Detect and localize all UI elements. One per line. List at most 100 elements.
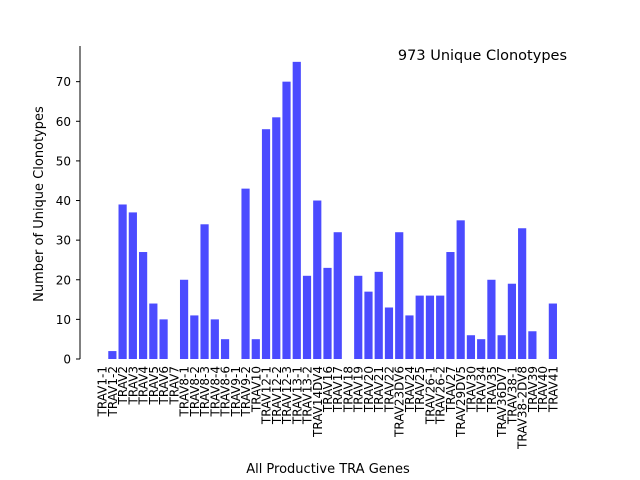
bar [118,204,127,359]
x-tick-label: TRAV9-2 [239,366,253,417]
bar [487,279,496,359]
y-tick-label: 0 [63,353,71,367]
x-tick-label: TRAV5 [147,366,161,405]
x-tick-label: TRAV4 [137,366,151,405]
bar [323,267,332,359]
x-tick-label: TRAV2 [116,366,130,405]
x-tick-label: TRAV8-6 [219,366,233,417]
x-tick-label: TRAV16 [321,366,335,413]
bar [241,188,250,359]
bar [384,307,394,359]
x-tick-label: TRAV12-3 [280,366,294,425]
y-tick-label: 20 [56,273,71,287]
bar [261,129,271,359]
bar [446,252,455,359]
x-tick-label: TRAV13-2 [301,366,315,425]
x-tick-label: TRAV6 [157,366,171,405]
bar [497,335,506,359]
bar [518,228,527,359]
y-tick-label: 40 [56,194,71,208]
x-tick-label: TRAV20 [362,366,376,413]
x-tick-label: TRAV40 [536,366,550,413]
bar [333,232,342,359]
x-tick-label: TRAV38-1 [505,366,519,425]
x-tick-label: TRAV21 [372,366,386,413]
bar [128,212,137,359]
bar [272,117,281,359]
x-tick-label: TRAV24 [403,366,417,413]
bar [313,200,322,359]
x-axis: TRAV1-1TRAV1-2TRAV2TRAV3TRAV4TRAV5TRAV6T… [96,366,561,450]
x-tick-label: TRAV13-1 [290,366,304,425]
bar [251,339,260,359]
bar [528,331,537,359]
x-tick-label: TRAV8-2 [188,366,202,417]
bar [190,315,199,359]
bar [395,232,404,359]
x-tick-label: TRAV19 [352,366,366,413]
x-tick-label: TRAV23DV6 [393,366,407,438]
bar [149,303,158,359]
x-tick-label: TRAV26-1 [423,366,437,425]
bar [436,295,445,359]
bar [210,319,219,359]
x-tick-label: TRAV1-2 [106,366,120,417]
x-tick-label: TRAV12-1 [260,366,274,425]
y-tick-label: 30 [56,234,71,248]
bar [374,271,383,359]
bar [292,61,301,359]
y-axis-label: Number of Unique Clonotypes [32,106,47,302]
x-tick-label: TRAV35 [485,366,499,413]
bar [200,224,209,359]
bar [477,339,486,359]
x-tick-label: TRAV8-4 [208,366,222,417]
bar [405,315,414,359]
x-tick-label: TRAV29DV5 [454,366,468,438]
x-tick-label: TRAV38-2DV8 [516,366,530,450]
x-tick-label: TRAV22 [382,366,396,413]
bar [364,291,373,359]
x-tick-label: TRAV8-3 [198,366,212,417]
bar [179,279,189,359]
bar [159,319,168,359]
x-tick-label: TRAV27 [444,366,458,413]
x-tick-label: TRAV26-2 [434,366,448,425]
x-tick-label: TRAV39 [526,366,540,413]
y-tick-label: 70 [56,75,71,89]
x-tick-label: TRAV34 [475,366,489,413]
x-tick-label: TRAV36DV7 [495,366,509,438]
y-tick-label: 10 [56,313,71,327]
y-axis: 0 10 20 30 40 50 60 70 [56,46,81,367]
bars [108,61,557,359]
x-tick-label: TRAV9-1 [229,366,243,417]
bar [507,283,516,359]
x-tick-label: TRAV3 [126,366,140,405]
bar [415,295,424,359]
x-tick-label: TRAV30 [464,366,478,413]
bar [220,339,230,359]
bar [456,220,465,359]
x-axis-label: All Productive TRA Genes [246,462,410,477]
bar [139,252,148,359]
x-tick-label: TRAV1-1 [96,366,110,417]
bar [282,81,291,359]
x-tick-label: TRAV25 [413,366,427,413]
bar [548,303,557,359]
bar [354,275,363,359]
x-tick-label: TRAV8-1 [178,366,192,417]
x-tick-label: TRAV12-2 [270,366,284,425]
bar [108,351,117,359]
x-tick-label: TRAV41 [546,366,560,413]
x-tick-label: TRAV14DV4 [311,366,325,438]
x-tick-label: TRAV18 [341,366,355,413]
y-tick-label: 60 [56,115,71,129]
bar [466,335,476,359]
x-tick-label: TRAV7 [167,366,181,405]
y-tick-label: 50 [56,154,71,168]
bar [425,295,435,359]
clonotype-count-annotation: 973 Unique Clonotypes [398,48,567,64]
x-tick-label: TRAV10 [249,366,263,413]
x-tick-label: TRAV17 [331,366,345,413]
bar [302,275,312,359]
